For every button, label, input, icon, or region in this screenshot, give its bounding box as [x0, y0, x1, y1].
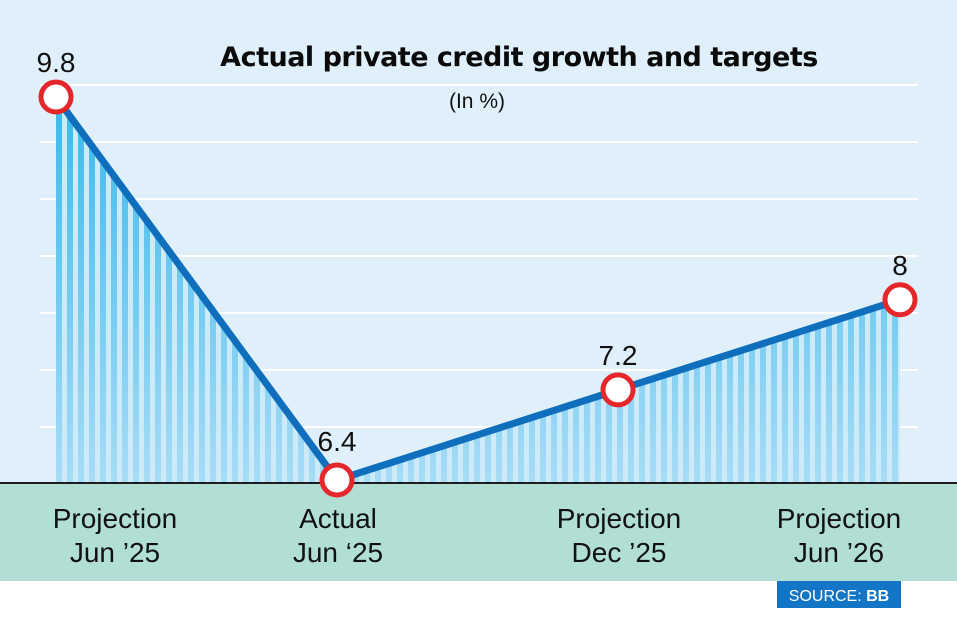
area-stripe: [89, 97, 95, 483]
area-stripe: [111, 97, 117, 483]
area-stripe: [188, 97, 194, 483]
area-stripe: [166, 97, 172, 483]
source-prefix: SOURCE:: [789, 588, 866, 605]
data-point-marker: [319, 462, 355, 498]
area-stripe: [155, 97, 161, 483]
value-label: 8: [892, 250, 908, 281]
value-label: 9.8: [37, 47, 76, 78]
x-axis-band: [0, 483, 957, 581]
value-label: 7.2: [599, 340, 638, 371]
area-stripe: [122, 97, 128, 483]
area-stripe: [144, 97, 150, 483]
source-badge: SOURCE: BB: [777, 581, 901, 608]
x-tick-label: Dec ’25: [572, 537, 667, 568]
value-label: 6.4: [318, 426, 357, 457]
svg-text:SOURCE: BB: SOURCE: BB: [789, 588, 889, 605]
area-stripe: [78, 97, 84, 483]
area-stripe: [133, 97, 139, 483]
x-tick-label: Jun ’25: [70, 537, 160, 568]
area-stripe: [56, 97, 62, 483]
x-tick-label: Jun ’26: [794, 537, 884, 568]
area-stripe: [177, 97, 183, 483]
data-point-marker: [600, 372, 636, 408]
x-tick-label: Actual: [299, 503, 377, 534]
x-tick-label: Projection: [53, 503, 178, 534]
data-point-marker: [38, 79, 74, 115]
x-tick-label: Projection: [557, 503, 682, 534]
x-tick-label: Projection: [777, 503, 902, 534]
x-tick-label: Jun ‘25: [293, 537, 383, 568]
data-point-marker: [882, 282, 918, 318]
chart-subtitle: (In %): [449, 90, 505, 113]
series-line: [52, 93, 904, 484]
source-name: BB: [866, 588, 889, 605]
chart-title: Actual private credit growth and targets: [220, 42, 818, 73]
area-stripe: [67, 97, 73, 483]
area-stripe: [100, 97, 106, 483]
